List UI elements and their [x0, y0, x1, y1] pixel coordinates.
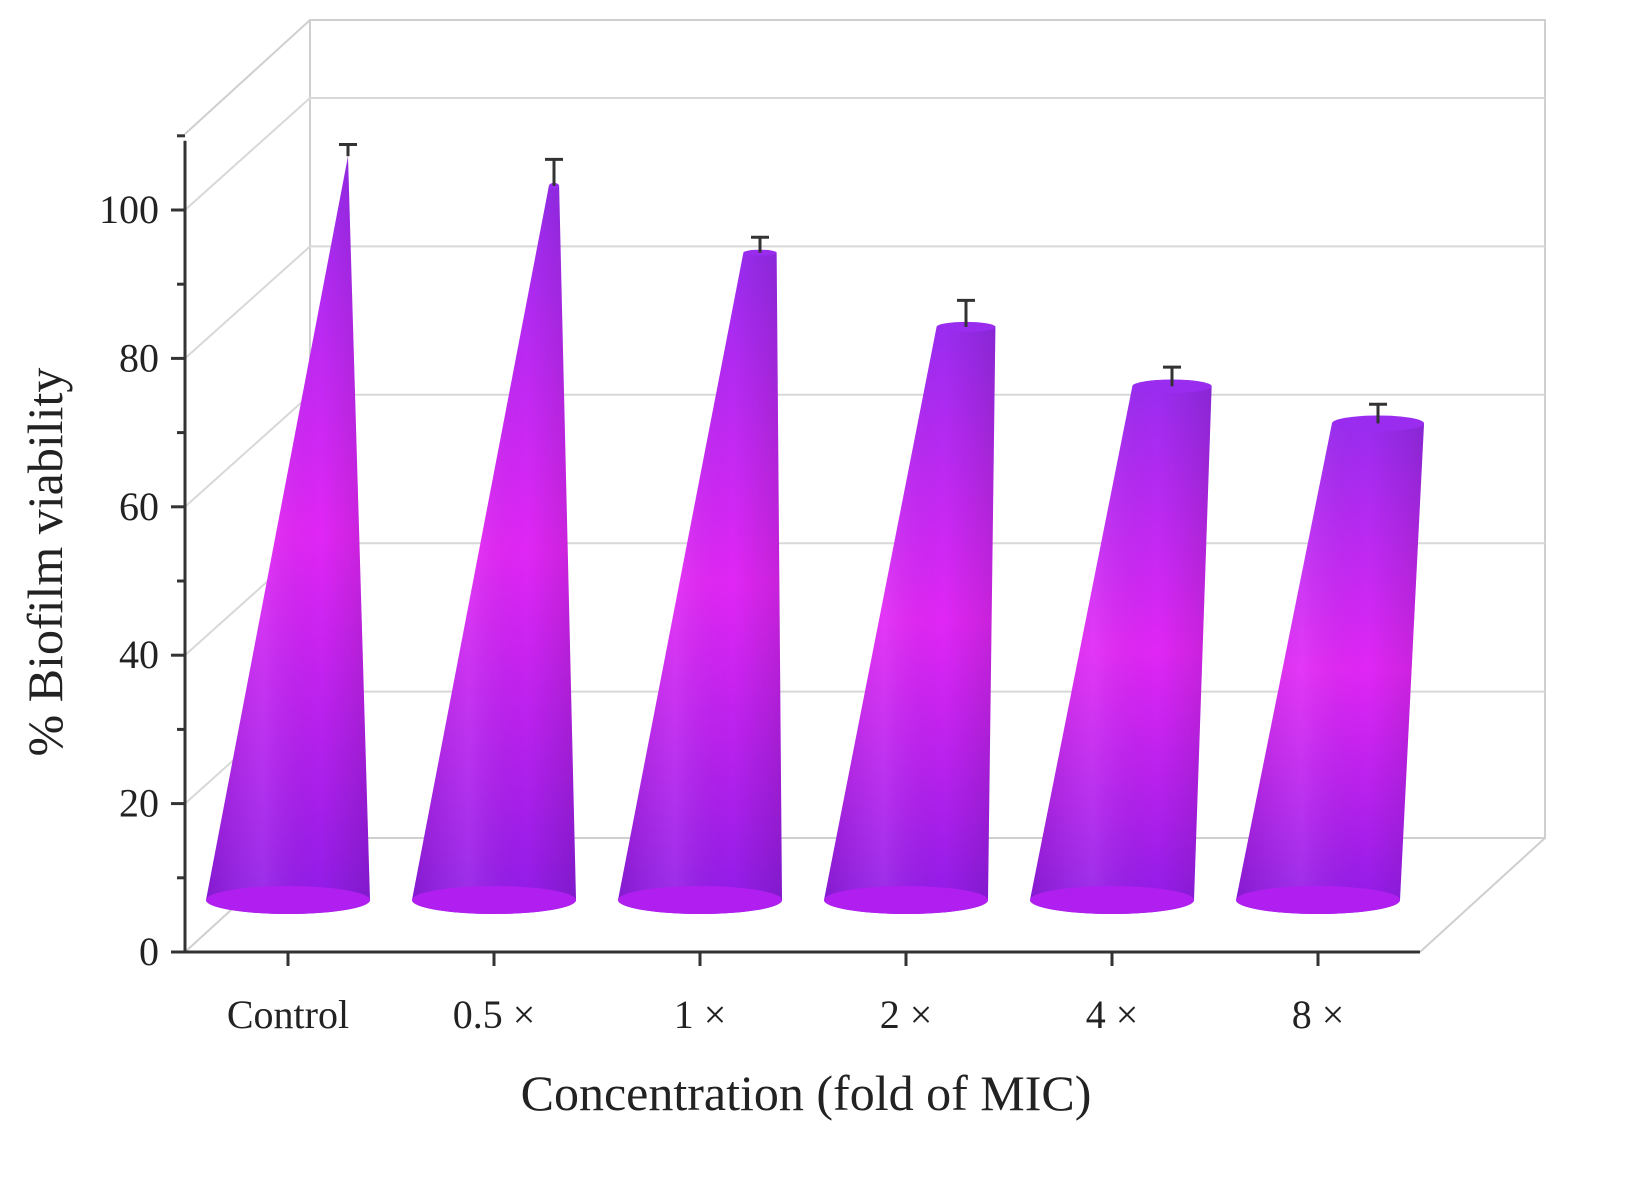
cone-bar-5: [1236, 402, 1425, 914]
gridline-side: [184, 97, 311, 211]
y-tick-label: 80: [119, 335, 159, 380]
cone-shading: [824, 326, 996, 914]
frame-edge-bottom-right: [1419, 837, 1546, 953]
cone-bars: [206, 143, 1425, 915]
y-tick-label: 20: [119, 781, 159, 826]
cone-bar-3: [824, 298, 996, 914]
x-tick-label: 4 ×: [1086, 992, 1139, 1037]
frame-edge-top-left: [184, 19, 311, 135]
cone-base: [412, 886, 576, 914]
y-axis-title: % Biofilm viability: [17, 368, 73, 757]
cone-bar-4: [1030, 365, 1212, 914]
cone-base: [824, 886, 988, 914]
cone-base: [618, 886, 782, 914]
y-tick-label: 0: [139, 929, 159, 974]
gridline-side: [184, 245, 311, 360]
x-tick-label: Control: [227, 992, 349, 1037]
cone-base: [1030, 886, 1194, 914]
cone-shading: [1030, 386, 1212, 914]
x-tick-label: 1 ×: [674, 992, 727, 1037]
y-tick-label: 40: [119, 632, 159, 677]
y-tick-label: 60: [119, 484, 159, 529]
gridline-side: [184, 394, 311, 508]
x-tick-label: 2 ×: [880, 992, 933, 1037]
cone-shading: [618, 252, 782, 914]
cone-shading: [206, 156, 370, 915]
axis-labels: Concentration (fold of MIC) % Biofilm vi…: [17, 368, 1091, 1121]
cone-bar-2: [618, 235, 782, 914]
cone-bar-1: [412, 157, 576, 915]
cone-shading: [412, 185, 576, 915]
cone-shading: [1236, 423, 1425, 914]
x-tick-label: 0.5 ×: [453, 992, 536, 1037]
y-tick-label: 100: [99, 187, 159, 232]
axes: 0 20 40 60 80 100 Control 0.5 × 1 × 2 × 4 × 8 ×: [99, 134, 1420, 1037]
cone-base: [206, 886, 370, 914]
x-tick-label: 8 ×: [1292, 992, 1345, 1037]
cone-bar-0: [206, 143, 370, 915]
cone-base: [1236, 886, 1400, 914]
x-axis-title: Concentration (fold of MIC): [521, 1065, 1092, 1121]
